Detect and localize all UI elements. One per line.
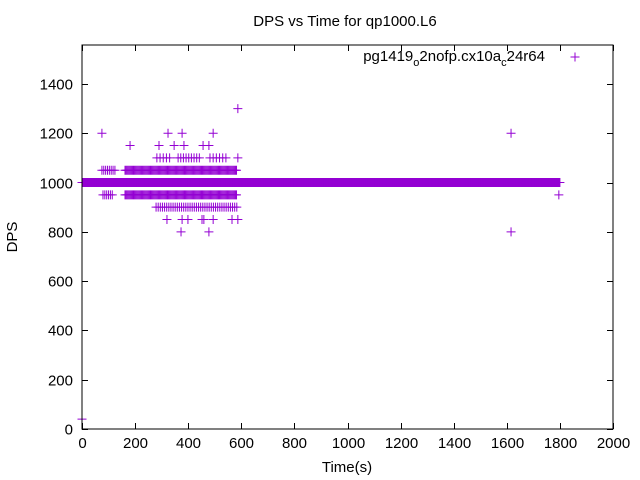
data-point [221,153,231,163]
data-point [154,141,164,151]
data-point [125,141,135,151]
data-point [204,141,214,151]
data-point [97,128,107,138]
data-point [204,227,214,237]
data-point [232,202,242,212]
legend: pg1419o2nofp.cx10ac24r64 [363,48,580,69]
data-point [208,128,218,138]
y-tick-label: 400 [48,323,73,340]
data-point [232,190,242,200]
y-tick-label: 0 [65,422,73,439]
data-point [506,227,516,237]
y-axis-label: DPS [4,222,21,253]
x-tick-label: 1400 [438,435,471,452]
data-point [163,128,173,138]
x-tick-label: 800 [282,435,307,452]
data-point [554,190,564,200]
data-point [107,190,117,200]
data-point [110,165,120,175]
y-tick-label: 1400 [40,77,73,94]
x-tick-label: 2000 [597,435,630,452]
plot-frame [81,44,614,430]
x-tick-label: 0 [78,435,86,452]
data-point [233,104,243,114]
legend-label: pg1419o2nofp.cx10ac24r64 [363,48,545,69]
y-tick-label: 600 [48,274,73,291]
y-tick-label: 200 [48,373,73,390]
data-point [165,153,175,163]
x-tick-label: 1600 [491,435,524,452]
data-point [555,178,565,188]
chart-title: DPS vs Time for qp1000.L6 [253,13,436,30]
data-point [233,215,243,225]
x-tick-label: 1000 [332,435,365,452]
data-point [183,215,193,225]
x-tick-label: 1800 [544,435,577,452]
data-point [169,141,179,151]
y-tick-label: 1200 [40,126,73,143]
x-axis-label: Time(s) [322,459,372,476]
data-point [177,128,187,138]
data-point [199,215,209,225]
x-tick-label: 400 [176,435,201,452]
y-tick-label: 1000 [40,176,73,193]
x-tick-label: 1200 [385,435,418,452]
data-point [194,153,204,163]
x-tick-label: 200 [123,435,148,452]
data-point [232,165,242,175]
y-tick-label: 800 [48,225,73,242]
data-point [506,128,516,138]
data-point [179,141,189,151]
legend-marker [570,52,580,62]
data-point [176,227,186,237]
data-point [208,215,218,225]
data-point [233,153,243,163]
data-point [162,215,172,225]
x-tick-label: 600 [229,435,254,452]
